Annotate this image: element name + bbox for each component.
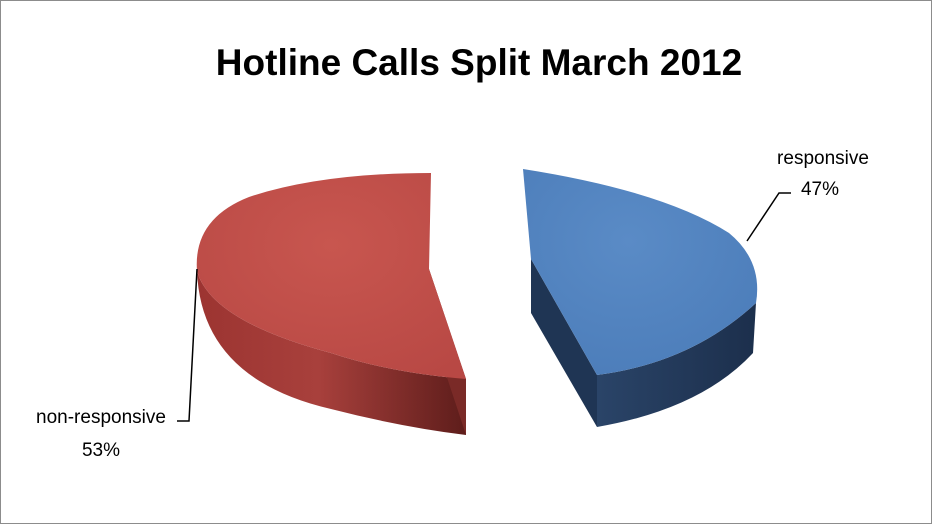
leader-line-non-responsive [177,268,198,422]
pie-slice-responsive-side [597,303,756,427]
data-label-responsive-name: responsive [777,148,869,169]
pie-slice-non-responsive [196,173,466,379]
pie-slice-non-responsive-side [197,271,466,435]
chart-title: Hotline Calls Split March 2012 [216,42,742,83]
leader-line-responsive [746,192,791,242]
data-label-non-responsive-name: non-responsive [36,407,166,428]
data-label-responsive-percent: 47% [801,179,839,200]
pie-slice-responsive-cut [531,259,597,427]
pie-slice-responsive [523,169,758,375]
data-labels: responsive 47% non-responsive 53% [36,148,869,461]
pie-slices [196,169,758,435]
data-label-non-responsive-percent: 53% [82,440,120,461]
